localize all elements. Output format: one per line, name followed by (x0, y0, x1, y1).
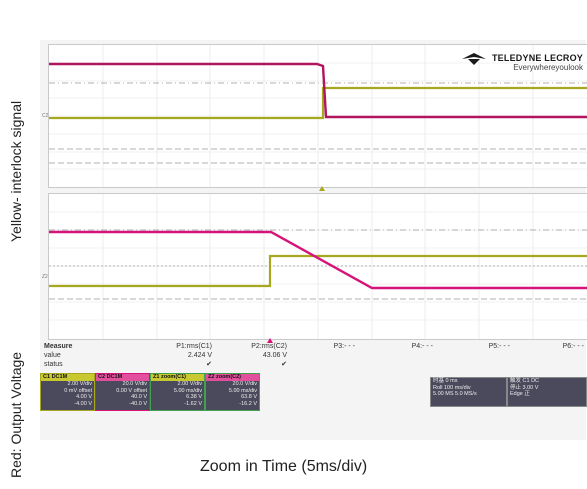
measure-param-name: P4:- - - (411, 343, 433, 350)
trigger-marker-zoom (267, 338, 273, 343)
figure-caption: Zoom in Time (5ms/div) (200, 458, 368, 475)
channel-tag: zoom(C1) (160, 374, 187, 380)
channel-tag: DC1M (106, 374, 123, 380)
channel-line: 5.00 ms/div (228, 387, 257, 394)
channel-id: C1 (43, 374, 51, 380)
trigger-line: 停止 3.00 V (510, 384, 539, 391)
measure-p4[interactable]: P4:- - - (383, 342, 433, 351)
measure-param-name: P3:- - - (333, 343, 355, 350)
interlock-trace-main (49, 86, 587, 120)
measure-p3[interactable]: P3:- - - (305, 342, 355, 351)
measure-param-value: 2.424 V (187, 352, 212, 359)
zoom-waveform-plot (49, 194, 587, 339)
voltage-trace-main (49, 62, 587, 119)
main-waveform-plot (49, 45, 587, 187)
measure-param-name: P1:rms(C1) (176, 343, 212, 350)
channel-line: 0 mV offset (64, 387, 92, 394)
channel-line: -4.00 V (74, 400, 92, 407)
teledyne-lecroy-logo: TELEDYNE LECROY Everywhereyoulook (461, 53, 583, 73)
measure-p6[interactable]: P6:- - - (534, 342, 584, 351)
logo-brand: TELEDYNE LECROY (491, 53, 583, 63)
channel-line: 5.00 ms/div (173, 387, 202, 394)
timebase-line: 5.00 MS 5.0 MS/s (433, 391, 477, 397)
check-icon: ✔ (206, 361, 212, 368)
measure-param-name: P2:rms(C2) (251, 343, 287, 350)
channel-id: C2 (98, 374, 106, 380)
timebase-line: 时基 0 ms (433, 378, 458, 384)
measure-param-name: P5:- - - (488, 343, 510, 350)
channel-id: Z2 (208, 374, 215, 380)
channel-marker-c1: C2 (42, 113, 49, 119)
measure-param-value: 43.06 V (262, 352, 287, 359)
trigger-line: Edge 正 (510, 391, 530, 397)
channel-line: 6.38 V (186, 394, 202, 400)
lecroy-logo-icon (461, 53, 486, 65)
measure-row-headers: Measure value status (44, 342, 72, 369)
measure-p5[interactable]: P5:- - - (460, 342, 510, 351)
measure-row-status: status (44, 361, 63, 368)
channel-line: 63.8 V (241, 394, 257, 400)
trigger-box[interactable]: 触发 C1 DC 停止 3.00 V Edge 正 (507, 377, 587, 407)
measure-p2[interactable]: P2:rms(C2) 43.06 V ✔ (227, 342, 287, 369)
measure-table: Measure value status P1:rms(C1) 2.424 V … (40, 342, 586, 372)
zoom-waveform-grid: Z2 (42, 193, 587, 340)
check-icon: ✔ (281, 361, 287, 368)
measure-header: Measure (44, 343, 73, 350)
channel-box-c1[interactable]: C1 DC1M 2.00 V/div 0 mV offset 4.00 V -4… (40, 373, 95, 411)
channel-line: -1.62 V (184, 400, 202, 407)
channel-box-z2[interactable]: Z2 zoom(C2) 20.0 V/div 5.00 ms/div 63.8 … (205, 373, 260, 411)
channel-line: -40.0 V (129, 400, 147, 407)
channel-id: Z1 (153, 374, 160, 380)
main-waveform-grid: C2 TELEDYNE LECROY Everywhereyoulook (42, 44, 587, 188)
channel-box-z1[interactable]: Z1 zoom(C1) 2.00 V/div 5.00 ms/div 6.38 … (150, 373, 205, 411)
trigger-marker-top (319, 186, 325, 191)
channel-tag: DC1M (51, 374, 68, 380)
channel-marker-z: Z2 (42, 274, 48, 280)
timebase-line: Roll 100 ms/div (433, 384, 471, 391)
timebase-box[interactable]: 时基 0 ms Roll 100 ms/div 5.00 MS 5.0 MS/s (430, 377, 507, 407)
voltage-trace-zoom (49, 230, 587, 290)
channel-line: 2.00 V/div (177, 381, 202, 387)
channel-line: 20.0 V/div (122, 381, 147, 387)
measure-param-name: P6:- - - (562, 343, 584, 350)
interlock-trace-zoom (49, 254, 587, 288)
red-voltage-label: Red: Output Voltage (8, 351, 24, 478)
channel-line: 40.0 V (131, 394, 147, 400)
channel-box-c2[interactable]: C2 DC1M 20.0 V/div 0.00 V offset 40.0 V … (95, 373, 150, 411)
channel-line: 4.00 V (76, 394, 92, 400)
channel-line: -16.2 V (239, 400, 257, 407)
measure-p1[interactable]: P1:rms(C1) 2.424 V ✔ (152, 342, 212, 369)
channel-descriptor-row: C1 DC1M 2.00 V/div 0 mV offset 4.00 V -4… (40, 373, 587, 411)
channel-tag: zoom(C2) (215, 374, 242, 380)
oscilloscope-screen: C2 TELEDYNE LECROY Everywhereyoulook (40, 40, 587, 440)
channel-line: 20.0 V/div (232, 381, 257, 387)
channel-line: 2.00 V/div (67, 381, 92, 387)
measure-row-value: value (44, 352, 61, 359)
yellow-signal-label: Yellow- interlock signal (8, 100, 24, 242)
logo-tagline: Everywhereyoulook (513, 63, 583, 72)
trigger-line: 触发 C1 DC (510, 378, 540, 384)
channel-line: 0.00 V offset (116, 387, 147, 394)
